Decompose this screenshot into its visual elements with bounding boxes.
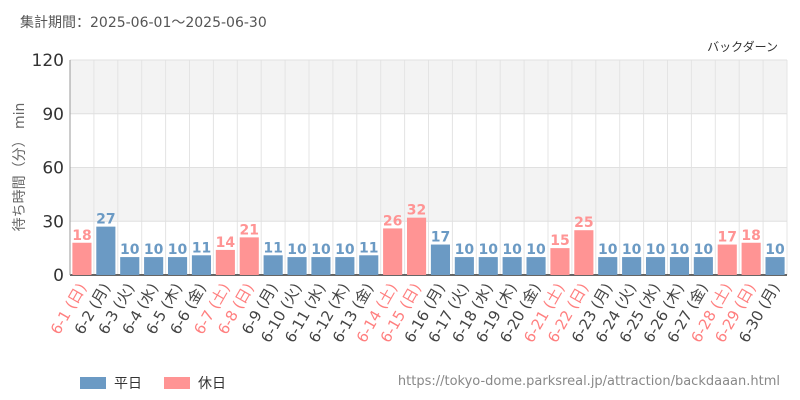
data-label: 10 (479, 242, 499, 258)
data-label: 10 (455, 242, 475, 258)
bar (215, 249, 235, 275)
y-tick-label: 0 (53, 266, 64, 286)
period-label: 集計期間：2025-06-01～2025-06-30 (20, 15, 267, 31)
bar (359, 255, 379, 275)
y-tick-label: 90 (42, 105, 64, 125)
data-label: 25 (574, 215, 593, 231)
grid-lines (69, 59, 788, 276)
bar (550, 248, 570, 275)
data-label: 18 (741, 228, 760, 244)
legend-swatch-holiday (164, 377, 190, 389)
source-url: https://tokyo-dome.parksreal.jp/attracti… (397, 374, 780, 389)
data-label: 10 (765, 242, 785, 258)
bar (741, 242, 761, 275)
bar (765, 257, 785, 275)
y-tick-label: 60 (42, 159, 64, 179)
data-label: 11 (359, 240, 378, 256)
y-tick-label: 30 (42, 212, 64, 232)
bar (191, 255, 212, 275)
bar (263, 255, 283, 275)
bar (526, 257, 546, 275)
legend-item-weekday: 平日 (80, 373, 142, 393)
data-label: 17 (718, 230, 737, 246)
y-tick-label: 120 (32, 51, 64, 71)
bar (406, 217, 427, 275)
data-label: 18 (72, 228, 91, 244)
bar (311, 257, 331, 275)
data-label: 10 (502, 242, 522, 258)
bar (478, 257, 498, 275)
data-label: 26 (383, 213, 402, 229)
bar (72, 242, 92, 275)
data-label: 10 (670, 242, 690, 258)
legend-label-holiday: 休日 (198, 376, 226, 392)
data-label: 10 (646, 242, 666, 258)
bar (598, 257, 618, 275)
bar (669, 257, 690, 275)
data-label: 17 (431, 230, 450, 246)
data-label: 11 (263, 240, 282, 256)
attraction-name: バックダーン (707, 40, 778, 54)
bar (693, 257, 713, 275)
bar (622, 257, 642, 275)
bar (502, 257, 522, 275)
data-label: 21 (240, 222, 259, 238)
legend-swatch-weekday (80, 377, 106, 389)
data-label: 10 (622, 242, 642, 258)
bar (287, 257, 307, 275)
legend-item-holiday: 休日 (164, 373, 226, 393)
x-axis-ticks: 6-1 (日)6-2 (月)6-3 (火)6-4 (水)6-5 (木)6-6 (… (47, 280, 784, 346)
bars-group (72, 217, 785, 275)
bar (645, 257, 666, 275)
bar (574, 230, 594, 275)
data-label: 15 (550, 233, 569, 249)
data-label: 10 (311, 242, 331, 258)
data-label: 10 (144, 242, 164, 258)
data-label: 27 (96, 212, 115, 228)
bar (239, 237, 259, 275)
legend: 平日 休日 (80, 373, 248, 393)
y-axis-label: 待ち時間（分） min (12, 103, 28, 232)
data-label: 10 (287, 242, 307, 258)
bar (717, 244, 737, 275)
data-label: 32 (407, 203, 426, 219)
bar (120, 257, 140, 275)
bar (335, 257, 355, 275)
bar (430, 244, 451, 275)
legend-label-weekday: 平日 (114, 376, 142, 392)
bar (454, 257, 474, 275)
bar (96, 226, 116, 275)
data-label: 10 (168, 242, 188, 258)
data-label: 10 (526, 242, 546, 258)
bar (144, 257, 164, 275)
data-label: 11 (192, 240, 211, 256)
bar (383, 228, 403, 275)
data-label: 14 (216, 235, 236, 251)
data-label: 10 (335, 242, 355, 258)
data-label: 10 (120, 242, 140, 258)
data-label: 10 (598, 242, 618, 258)
data-label: 10 (694, 242, 714, 258)
bar (167, 257, 188, 275)
y-axis-ticks: 0 30 60 90 120 (32, 51, 64, 286)
